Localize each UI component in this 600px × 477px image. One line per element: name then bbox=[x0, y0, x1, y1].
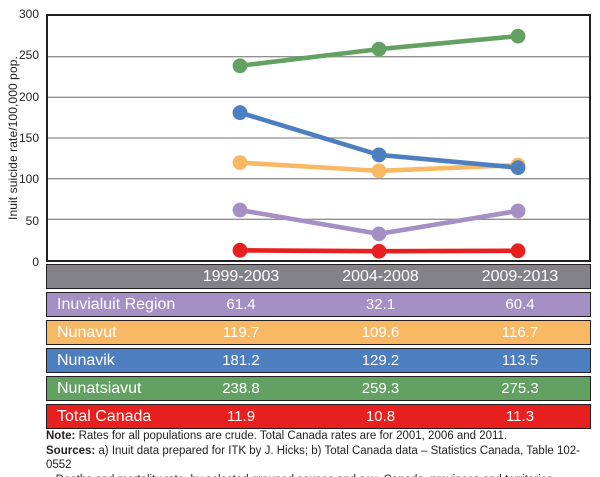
table-row-nunavut: Nunavut 119.7 109.6 116.7 bbox=[46, 320, 591, 345]
y-tick-label: 300 bbox=[18, 7, 39, 21]
data-point bbox=[510, 243, 526, 259]
data-point bbox=[371, 41, 387, 57]
plot-area bbox=[46, 14, 591, 262]
region-label: Total Canada bbox=[57, 407, 152, 425]
data-point bbox=[232, 202, 248, 218]
y-tick-label: 0 bbox=[32, 255, 39, 269]
y-tick-label: 200 bbox=[18, 89, 39, 104]
rate-value: 109.6 bbox=[361, 324, 400, 341]
data-point bbox=[232, 105, 248, 121]
rate-value: 10.8 bbox=[365, 408, 396, 425]
data-point bbox=[371, 243, 387, 259]
rate-value: 119.7 bbox=[222, 324, 260, 341]
rate-value: 275.3 bbox=[501, 380, 539, 397]
sources-line: Sources: a) Inuit data prepared for ITK … bbox=[46, 444, 581, 473]
rate-value: 60.4 bbox=[505, 296, 535, 313]
y-tick-label: 250 bbox=[18, 48, 39, 63]
data-point bbox=[371, 147, 387, 163]
data-point bbox=[232, 58, 248, 74]
rate-value: 61.4 bbox=[226, 296, 256, 313]
period-header: 2004-2008 bbox=[342, 267, 419, 285]
region-label: Nunavut bbox=[57, 323, 117, 341]
table-row-nunavik: Nunavik 181.2 129.2 113.5 bbox=[46, 348, 591, 373]
y-tick-label: 100 bbox=[18, 172, 39, 187]
data-point bbox=[371, 163, 387, 179]
y-tick-label: 150 bbox=[18, 131, 39, 145]
rate-value: 238.8 bbox=[222, 380, 260, 397]
data-point bbox=[232, 242, 248, 258]
rate-value: 129.2 bbox=[361, 352, 400, 369]
sources-line-continued: – Deaths and mortality rate, by selected… bbox=[46, 473, 581, 477]
data-point bbox=[510, 203, 526, 219]
data-point bbox=[371, 226, 387, 242]
region-label: Nunavik bbox=[57, 351, 115, 369]
data-point bbox=[510, 160, 526, 176]
period-header: 1999-2003 bbox=[202, 267, 280, 285]
rate-value: 11.9 bbox=[226, 408, 256, 425]
rate-value: 181.2 bbox=[222, 352, 260, 369]
y-tick-label: 50 bbox=[25, 213, 39, 228]
data-point bbox=[232, 155, 248, 171]
sources-text: a) Inuit data prepared for ITK by J. Hic… bbox=[46, 444, 580, 472]
period-header: 2009-2013 bbox=[481, 267, 559, 285]
rate-value: 116.7 bbox=[501, 324, 539, 341]
rate-value: 32.1 bbox=[365, 296, 396, 313]
rate-value: 259.3 bbox=[361, 380, 400, 397]
table-body: Inuvialuit Region 61.4 32.1 60.4 Nunavut 119.… bbox=[46, 292, 591, 429]
note-text: Rates for all populations are crude. Tot… bbox=[75, 430, 508, 442]
sources-label: Sources: bbox=[46, 444, 96, 457]
line-chart bbox=[48, 28, 589, 259]
region-label: Inuvialuit Region bbox=[57, 295, 176, 313]
rate-value: 113.5 bbox=[501, 352, 539, 369]
table-row-total-canada: Total Canada 11.9 10.8 11.3 bbox=[46, 404, 591, 429]
data-table: 1999-2003 2004-2008 2009-2013 Inuvialuit R… bbox=[46, 264, 591, 432]
region-label: Nunatsiavut bbox=[57, 379, 142, 397]
rate-value: 11.3 bbox=[505, 408, 535, 425]
note-line: Note: Rates for all populations are crud… bbox=[46, 429, 581, 444]
footnotes: Note: Rates for all populations are crud… bbox=[46, 429, 581, 477]
table-row-nunatsiavut: Nunatsiavut 238.8 259.3 275.3 bbox=[46, 376, 591, 401]
note-label: Note: bbox=[46, 430, 76, 442]
table-row-inuvialuit-region: Inuvialuit Region 61.4 32.1 60.4 bbox=[46, 292, 591, 317]
data-point bbox=[510, 28, 526, 44]
table-header-row: 1999-2003 2004-2008 2009-2013 bbox=[46, 264, 591, 289]
